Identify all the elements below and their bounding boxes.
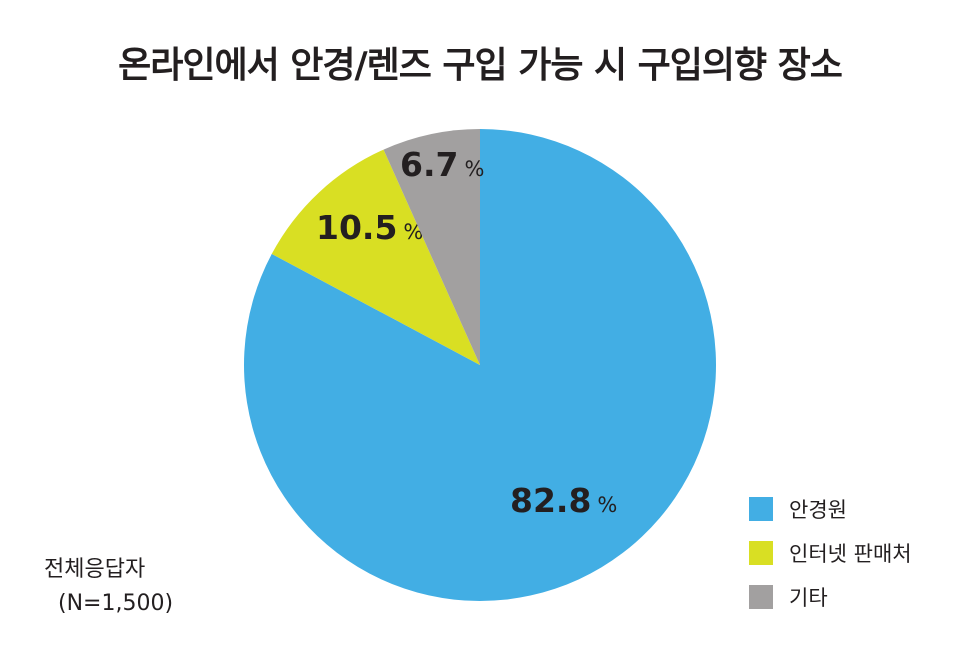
legend-item: 기타	[749, 585, 912, 610]
legend-swatch	[749, 541, 773, 565]
legend-item: 안경원	[749, 497, 912, 522]
respondents-note: 전체응답자 (N=1,500)	[44, 553, 173, 621]
legend-swatch	[749, 497, 773, 521]
pie-slice	[271, 149, 480, 365]
legend-label: 기타	[789, 586, 828, 610]
legend-swatch	[749, 585, 773, 609]
legend-label: 안경원	[789, 498, 847, 522]
legend-item: 인터넷 판매처	[749, 541, 912, 566]
pie-slice	[383, 129, 480, 365]
legend: 안경원 인터넷 판매처 기타	[749, 497, 912, 629]
slice-value-label: 6.7%	[400, 145, 484, 184]
slice-value-label: 82.8%	[510, 481, 617, 520]
respondents-label: 전체응답자	[44, 557, 146, 582]
legend-label: 인터넷 판매처	[789, 542, 912, 566]
chart-title: 온라인에서 안경/렌즈 구입 가능 시 구입의향 장소	[118, 45, 843, 86]
respondents-count: (N=1,500)	[58, 591, 174, 616]
